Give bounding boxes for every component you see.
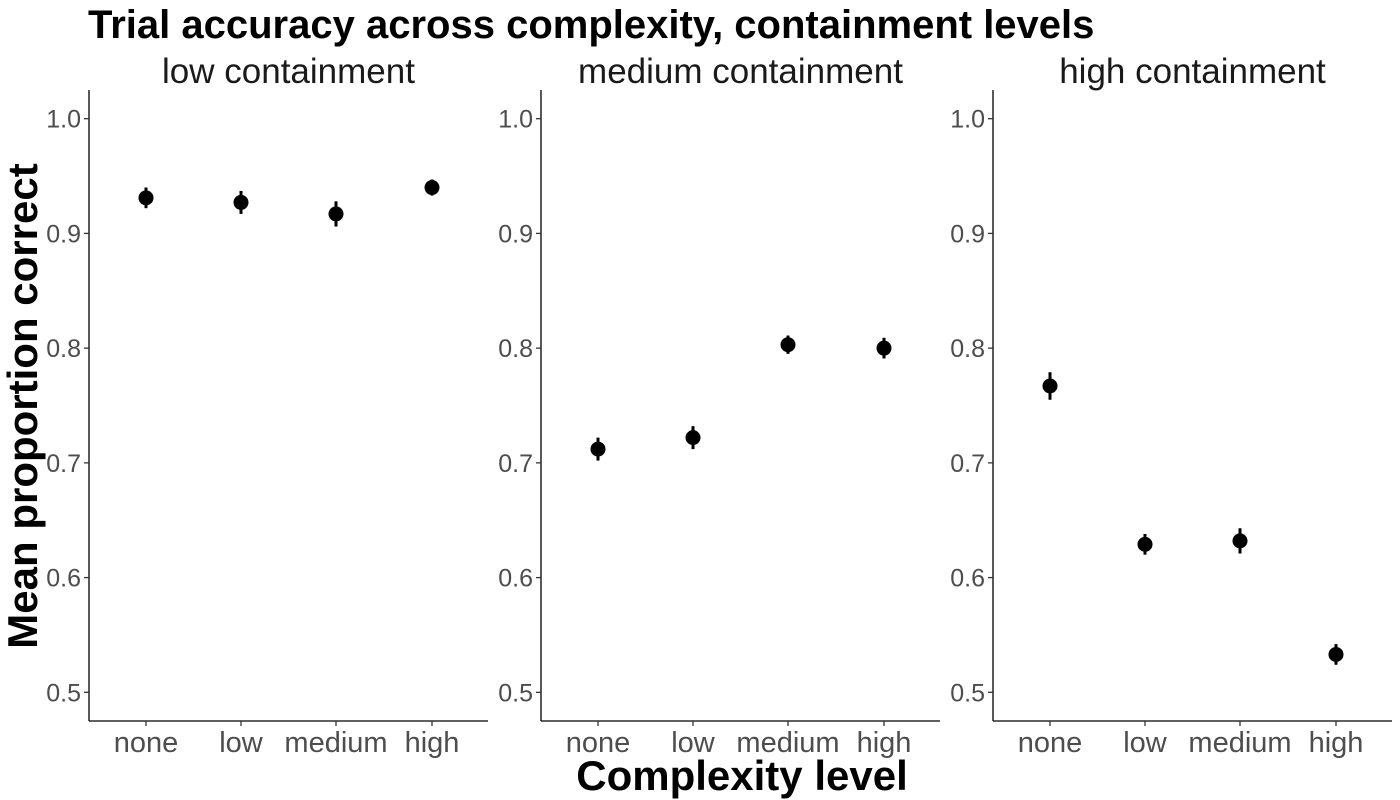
x-tick-label: none [1018,727,1083,759]
data-point [590,441,606,457]
y-tick-label: 0.8 [950,335,985,363]
y-tick-label: 1.0 [950,106,985,134]
y-tick-label: 1.0 [46,106,81,134]
chart-title: Trial accuracy across complexity, contai… [88,3,1094,47]
y-tick-label: 0.5 [498,679,533,707]
data-point [1137,536,1153,552]
panel-1: low containment 0.5 0.6 0.7 0.8 0.9 1.0 none low… [46,52,488,759]
x-tick-label: low [1123,727,1168,759]
x-tick-label: none [566,727,631,759]
x-tick-label: none [114,727,179,759]
y-tick-label: 0.9 [498,220,533,248]
x-tick-label: high [1309,727,1364,759]
y-tick-label: 0.7 [950,450,985,478]
data-point [780,337,796,353]
y-tick-label: 1.0 [498,106,533,134]
panel-2: medium containment 0.5 0.6 0.7 0.8 0.9 1.0 none… [498,52,940,759]
y-tick-label: 0.7 [46,450,81,478]
y-tick-label: 0.9 [950,220,985,248]
x-axis-title: Complexity level [576,752,907,799]
y-tick-label: 0.6 [46,565,81,593]
x-tick-label: low [671,727,716,759]
data-point [1328,646,1344,662]
y-axis-title: Mean proportion correct [0,163,46,648]
data-point [1232,533,1248,549]
data-point [138,190,154,206]
x-tick-label: low [219,727,264,759]
y-tick-label: 0.5 [46,679,81,707]
data-point [685,430,701,446]
y-tick-label: 0.8 [46,335,81,363]
panels: low containment 0.5 0.6 0.7 0.8 0.9 1.0 none low… [46,52,1392,759]
y-tick-label: 0.6 [950,565,985,593]
y-tick-label: 0.8 [498,335,533,363]
x-tick-label: medium [1188,727,1291,759]
x-tick-label: high [405,727,460,759]
y-tick-label: 0.6 [498,565,533,593]
x-tick-label: medium [284,727,387,759]
panel-title: high containment [1059,52,1326,91]
data-point [328,206,344,222]
panel-title: low containment [162,52,415,91]
panel-title: medium containment [578,52,903,91]
y-tick-label: 0.7 [498,450,533,478]
x-tick-label: medium [736,727,839,759]
data-point [876,340,892,356]
data-point [233,194,249,210]
data-point [1042,378,1058,394]
y-tick-label: 0.5 [950,679,985,707]
x-tick-label: high [857,727,912,759]
panel-3: high containment 0.5 0.6 0.7 0.8 0.9 1.0 none lo… [950,52,1392,759]
data-point [424,180,440,196]
y-tick-label: 0.9 [46,220,81,248]
